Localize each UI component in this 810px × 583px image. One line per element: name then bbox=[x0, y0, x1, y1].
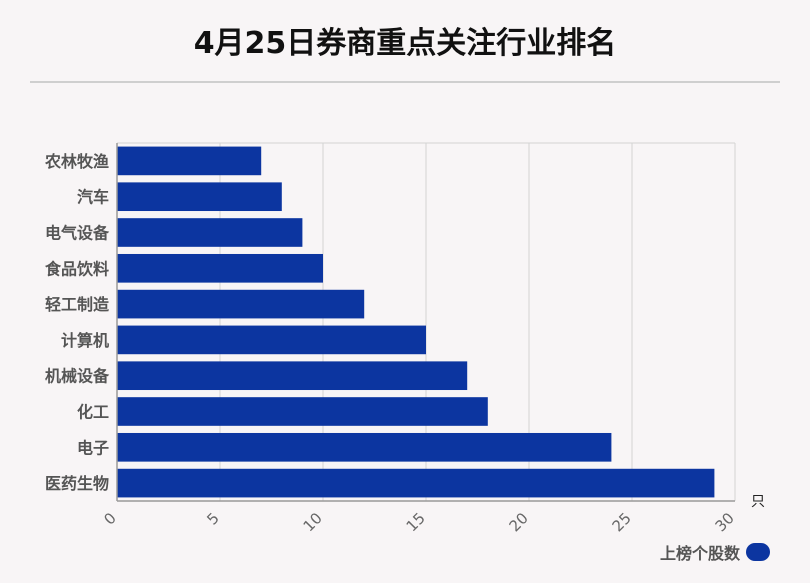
bar[interactable] bbox=[117, 146, 262, 176]
category-label: 化工 bbox=[77, 403, 109, 422]
legend[interactable]: 上榜个股数 bbox=[660, 540, 770, 564]
category-label: 机械设备 bbox=[45, 367, 110, 386]
bar[interactable] bbox=[117, 361, 468, 391]
bar[interactable] bbox=[117, 182, 282, 212]
bars bbox=[117, 146, 715, 498]
x-tick-label: 25 bbox=[609, 509, 635, 535]
bar[interactable] bbox=[117, 325, 426, 355]
category-label: 轻工制造 bbox=[45, 295, 110, 314]
category-label: 食品饮料 bbox=[44, 259, 109, 278]
title-divider bbox=[30, 81, 780, 83]
category-label: 医药生物 bbox=[45, 474, 109, 493]
bar[interactable] bbox=[117, 468, 715, 498]
bar[interactable] bbox=[117, 218, 303, 247]
x-tick-labels: 0 5 10 15 20 25 30 bbox=[100, 509, 737, 535]
category-label: 汽车 bbox=[77, 188, 109, 207]
x-tick-label: 30 bbox=[712, 509, 738, 535]
x-tick-label: 0 bbox=[100, 509, 119, 528]
category-label: 农林牧渔 bbox=[44, 152, 109, 171]
x-tick-label: 15 bbox=[403, 509, 429, 535]
x-tick-label: 10 bbox=[300, 509, 326, 535]
legend-label: 上榜个股数 bbox=[659, 544, 740, 563]
category-label: 计算机 bbox=[61, 331, 109, 350]
x-unit-label: 只 bbox=[751, 494, 765, 510]
chart-title: 4月25日券商重点关注行业排名 bbox=[193, 26, 617, 61]
bar[interactable] bbox=[117, 432, 612, 462]
category-label: 电气设备 bbox=[45, 224, 110, 243]
bar[interactable] bbox=[117, 253, 323, 283]
x-tick-label: 20 bbox=[506, 509, 532, 535]
bar[interactable] bbox=[117, 289, 365, 319]
x-tick-label: 5 bbox=[203, 509, 222, 528]
category-label: 电子 bbox=[77, 438, 109, 457]
axes bbox=[116, 143, 735, 502]
bar[interactable] bbox=[117, 397, 488, 426]
legend-swatch bbox=[746, 543, 770, 561]
